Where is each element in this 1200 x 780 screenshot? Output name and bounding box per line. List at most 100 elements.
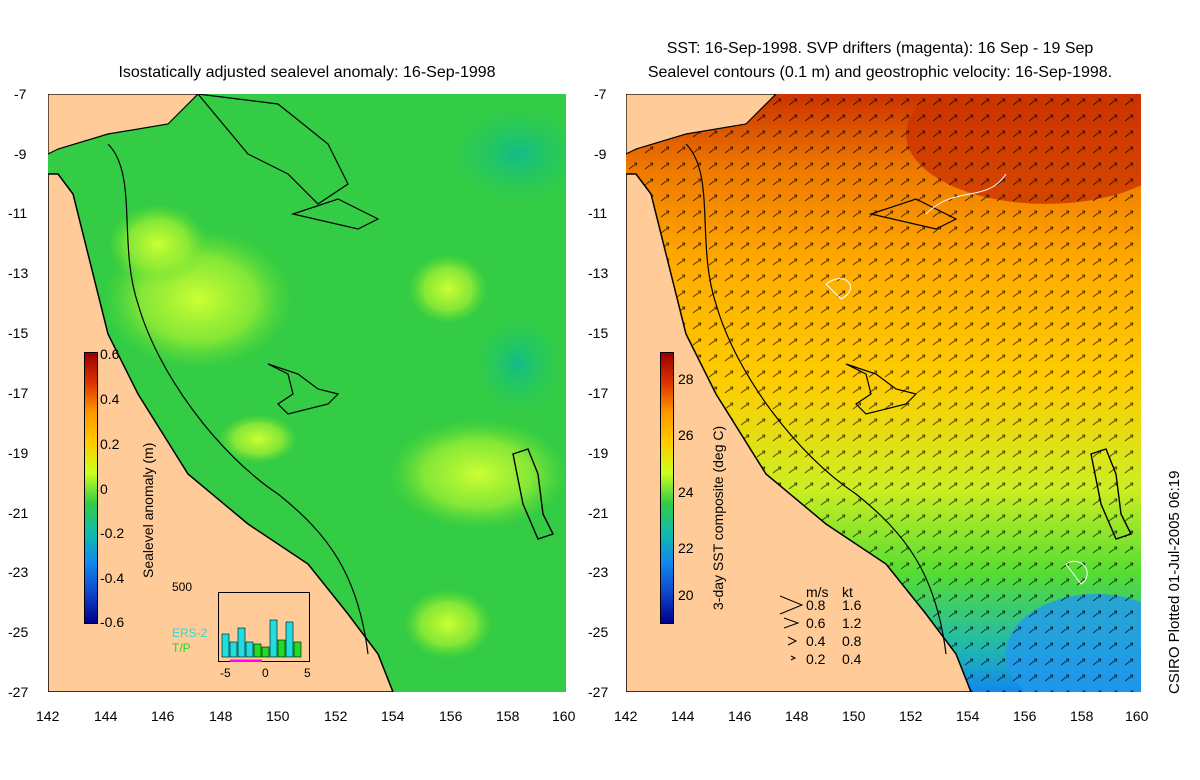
anomaly-low-patch	[473, 314, 563, 414]
sealevel-colorbar-tick: -0.2	[100, 525, 125, 541]
papua-land	[48, 94, 199, 155]
x-tick-left: 152	[324, 708, 348, 724]
velocity-key-kt-header: kt	[842, 584, 853, 600]
sst-colorbar-tick: 22	[678, 540, 694, 556]
anomaly-high-patch	[408, 254, 488, 324]
new-caledonia-outline	[512, 448, 554, 540]
y-tick-left: -23	[8, 564, 29, 580]
x-tick-left: 154	[381, 708, 405, 724]
anomaly-low-patch	[448, 104, 566, 204]
x-tick-right: 146	[728, 708, 752, 724]
inset-xtick: 0	[262, 666, 269, 680]
y-tick-right: -17	[588, 385, 609, 401]
australia-land	[626, 173, 972, 692]
sst-colorbar	[660, 352, 674, 624]
sealevel-anomaly-map	[48, 94, 566, 692]
island-outline	[197, 94, 349, 205]
x-tick-right: 148	[785, 708, 809, 724]
y-tick-left: -25	[8, 624, 29, 640]
sealevel-colorbar-tick: 0.4	[100, 391, 120, 407]
reef-contour	[685, 143, 947, 655]
y-tick-right: -21	[588, 505, 609, 521]
velocity-key-ms: 0.8	[806, 597, 826, 613]
sealevel-colorbar-tick: -0.6	[100, 614, 125, 630]
y-tick-left: -27	[8, 684, 29, 700]
sealevel-colorbar-tick: -0.4	[100, 570, 125, 586]
sst-colorbar-tick: 28	[678, 371, 694, 387]
x-tick-right: 156	[1013, 708, 1037, 724]
sealevel-contours	[825, 173, 1088, 585]
velocity-key-kt: 1.2	[842, 615, 862, 631]
velocity-key: m/s kt 0.8 1.6 0.6 1.2 0.4 0.8 0.2 0.4	[778, 584, 878, 668]
sealevel-colorbar-tick: 0	[100, 481, 108, 497]
new-caledonia-outline	[1090, 448, 1132, 540]
x-tick-right: 144	[671, 708, 695, 724]
island-outline	[290, 198, 380, 230]
y-tick-left: -21	[8, 505, 29, 521]
sealevel-colorbar-tick: 0.6	[100, 346, 120, 362]
y-tick-left: -19	[8, 445, 29, 461]
velocity-key-ms: 0.4	[806, 633, 826, 649]
x-tick-left: 150	[266, 708, 290, 724]
right-map-title-line1: SST: 16-Sep-1998. SVP drifters (magenta)…	[666, 40, 1094, 57]
y-tick-right: -15	[588, 325, 609, 341]
x-tick-right: 154	[956, 708, 980, 724]
x-tick-left: 148	[209, 708, 233, 724]
x-tick-right: 150	[842, 708, 866, 724]
sealevel-colorbar-tick: 0.2	[100, 436, 120, 452]
y-tick-left: -17	[8, 385, 29, 401]
x-tick-left: 160	[552, 708, 576, 724]
x-tick-right: 152	[899, 708, 923, 724]
x-tick-right: 142	[614, 708, 638, 724]
y-tick-left: -15	[8, 325, 29, 341]
x-tick-left: 144	[94, 708, 118, 724]
inset-xtick: -5	[220, 666, 231, 680]
x-tick-left: 156	[439, 708, 463, 724]
x-tick-right: 160	[1125, 708, 1149, 724]
x-tick-left: 142	[36, 708, 60, 724]
velocity-key-kt: 1.6	[842, 597, 862, 613]
y-tick-right: -27	[588, 684, 609, 700]
anomaly-high-patch	[403, 589, 493, 659]
sst-colorbar-label: 3-day SST composite (deg C)	[710, 425, 726, 610]
inset-ymax-label: 500	[172, 580, 193, 594]
anomaly-high-patch	[108, 204, 208, 284]
y-tick-right: -19	[588, 445, 609, 461]
y-tick-right: -25	[588, 624, 609, 640]
y-tick-right: -9	[594, 146, 607, 162]
reef-contour	[107, 143, 369, 655]
y-tick-left: -13	[8, 265, 29, 281]
inset-legend-tp: T/P	[172, 641, 191, 655]
y-tick-left: -11	[8, 205, 28, 221]
velocity-key-ms: 0.2	[806, 651, 826, 667]
x-tick-left: 146	[151, 708, 175, 724]
papua-land	[626, 94, 777, 155]
inset-legend-ers2: ERS-2	[172, 626, 208, 640]
inset-xtick: 5	[304, 666, 311, 680]
left-map-title: Isostatically adjusted sealevel anomaly:…	[118, 64, 496, 81]
x-tick-right: 158	[1070, 708, 1094, 724]
anomaly-high-patch	[218, 414, 298, 464]
velocity-key-ms-header: m/s	[806, 584, 829, 600]
island-outline	[267, 363, 340, 415]
velocity-key-ms: 0.6	[806, 615, 826, 631]
y-tick-right: -23	[588, 564, 609, 580]
sst-map	[626, 94, 1141, 692]
y-tick-left: -7	[14, 86, 27, 102]
plot-credit: CSIRO Plotted 01-Jul-2005 06:19	[1166, 470, 1183, 694]
anomaly-high-patch	[388, 419, 566, 529]
sealevel-colorbar-label: Sealevel anomaly (m)	[140, 442, 156, 578]
sst-colorbar-tick: 24	[678, 484, 694, 500]
y-tick-right: -13	[588, 265, 609, 281]
australia-land	[48, 173, 394, 692]
y-tick-left: -9	[14, 146, 27, 162]
velocity-key-kt: 0.8	[842, 633, 862, 649]
y-tick-right: -11	[588, 205, 608, 221]
x-tick-left: 158	[496, 708, 520, 724]
velocity-key-kt: 0.4	[842, 651, 862, 667]
sst-colorbar-tick: 26	[678, 427, 694, 443]
right-map-title-line2: Sealevel contours (0.1 m) and geostrophi…	[647, 64, 1113, 81]
island-outline	[868, 198, 958, 230]
altimeter-histogram	[218, 592, 310, 663]
sst-colorbar-tick: 20	[678, 587, 694, 603]
